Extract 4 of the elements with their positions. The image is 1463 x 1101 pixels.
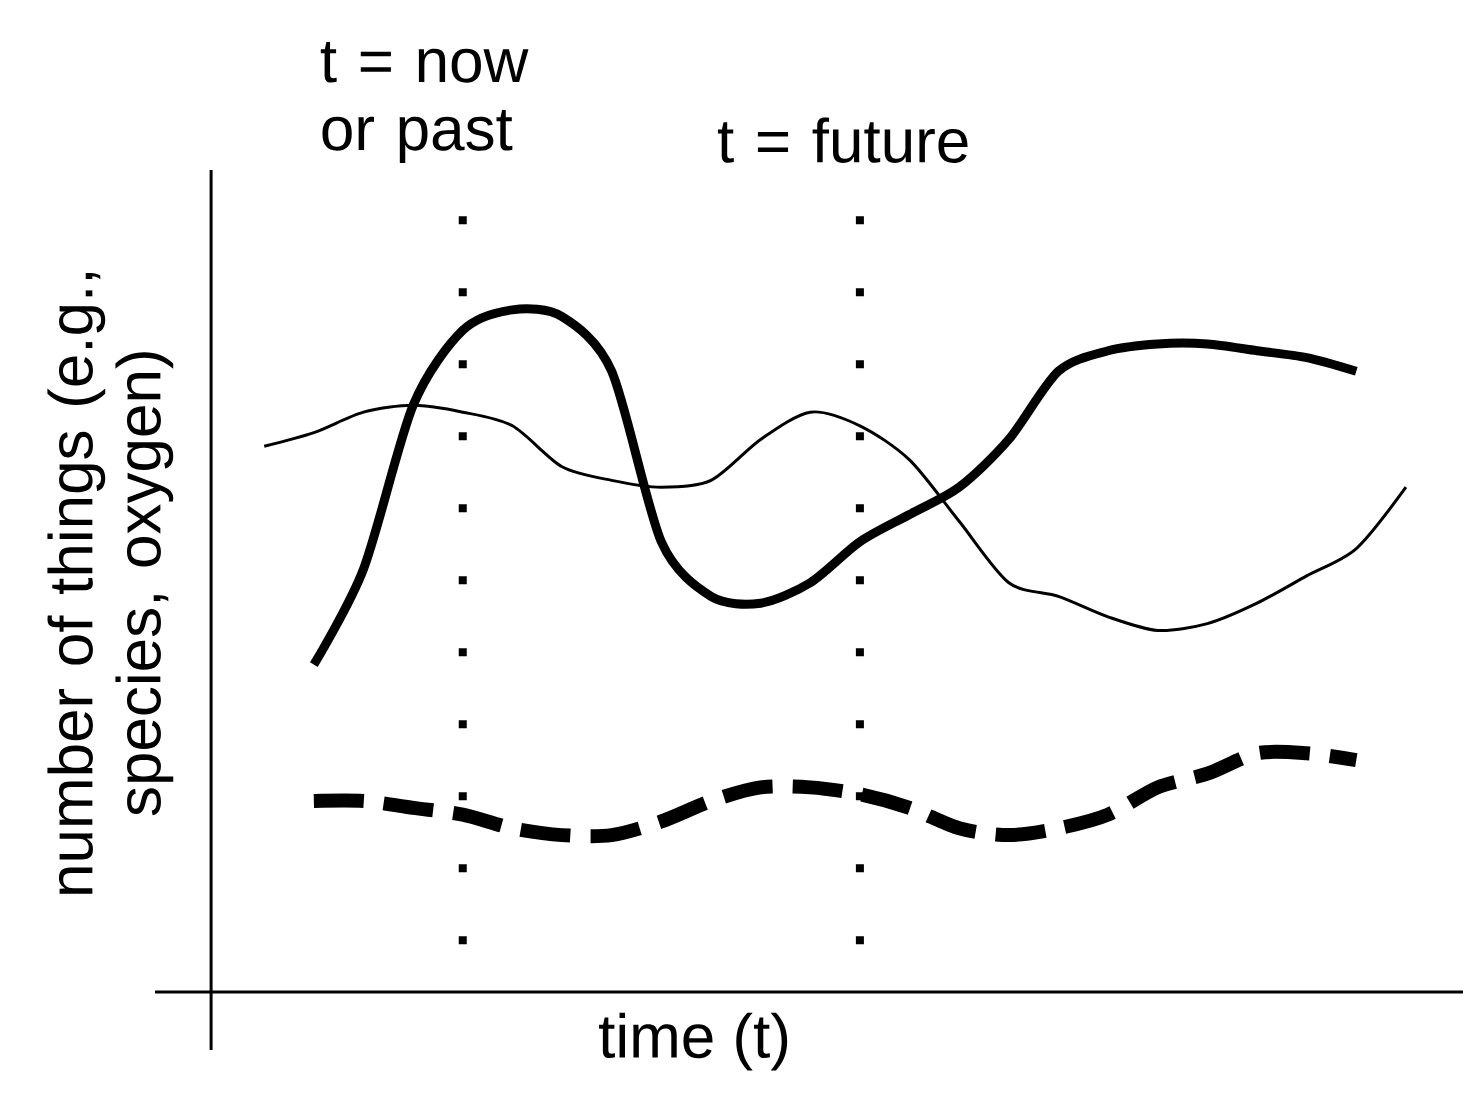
- x-axis-title: time (t): [599, 1012, 788, 1071]
- y-axis-title: number of things (e.g., species, oxygen): [47, 273, 174, 894]
- text: t = now or past: [320, 41, 529, 163]
- text: t = future: [717, 117, 968, 163]
